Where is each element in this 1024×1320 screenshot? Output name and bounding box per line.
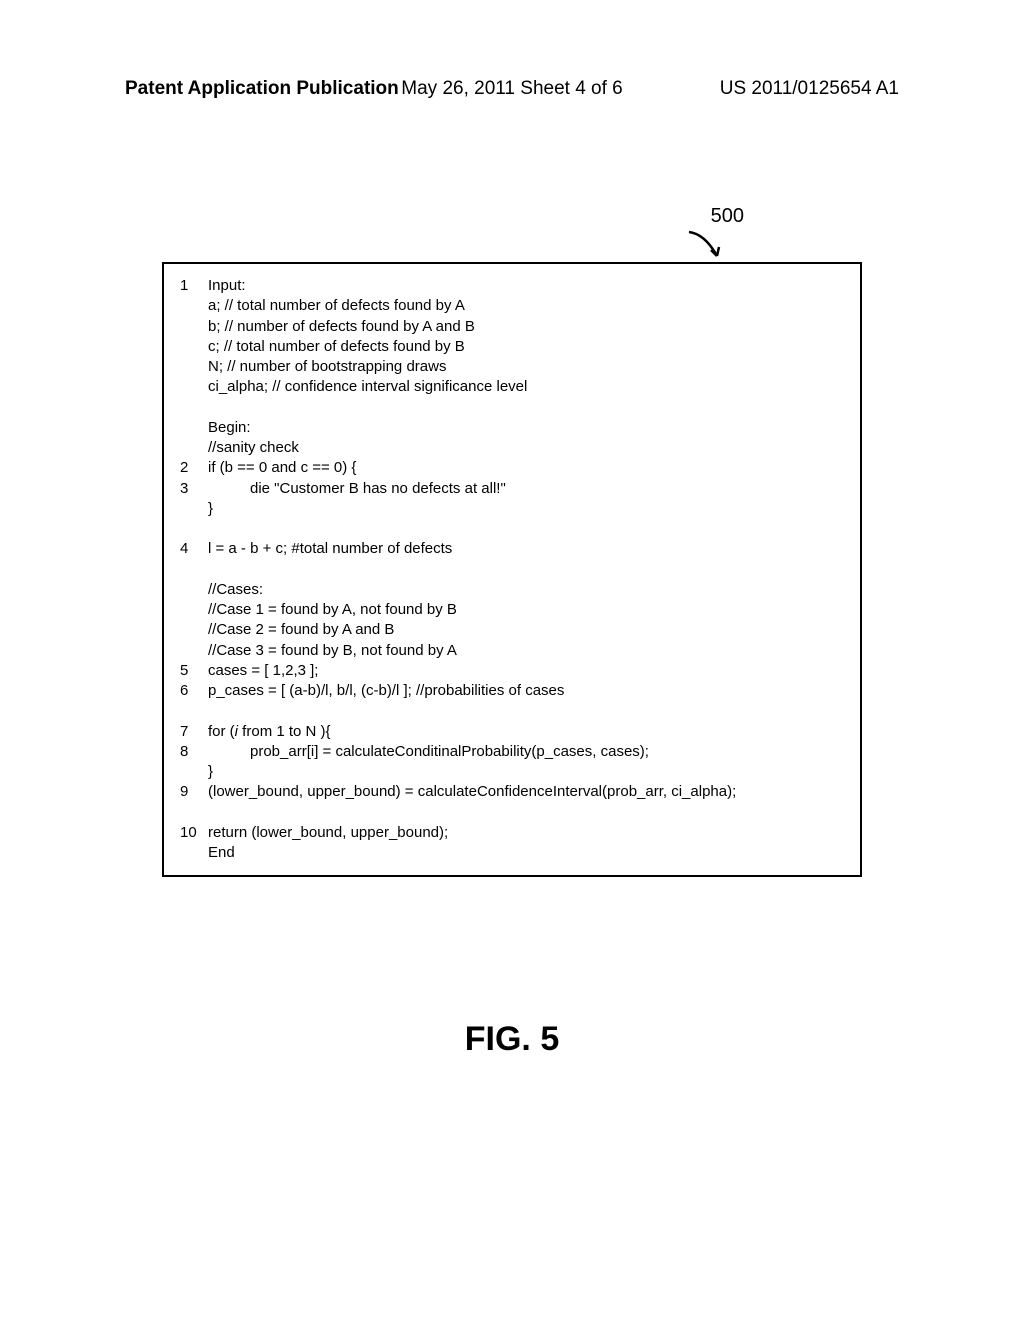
code-line: 4l = a - b + c; #total number of defects — [180, 539, 844, 559]
line-number: 5 — [180, 661, 208, 681]
code-line: //Cases: — [180, 580, 844, 600]
code-line: Begin: — [180, 418, 844, 438]
code-line — [180, 701, 844, 721]
line-number: 9 — [180, 782, 208, 802]
code-text: N; // number of bootstrapping draws — [208, 357, 844, 377]
code-text: } — [208, 499, 844, 519]
page-header: Patent Application Publication May 26, 2… — [0, 78, 1024, 100]
figure-caption: FIG. 5 — [465, 1020, 559, 1059]
line-number — [180, 296, 208, 316]
code-line: a; // total number of defects found by A — [180, 296, 844, 316]
reference-number: 500 — [711, 205, 744, 228]
code-text: cases = [ 1,2,3 ]; — [208, 661, 844, 681]
code-line: 7for (i from 1 to N ){ — [180, 722, 844, 742]
line-number: 2 — [180, 458, 208, 478]
code-text — [208, 519, 844, 539]
code-line: 2if (b == 0 and c == 0) { — [180, 458, 844, 478]
line-number — [180, 418, 208, 438]
line-number — [180, 357, 208, 377]
code-text: l = a - b + c; #total number of defects — [208, 539, 844, 559]
code-line: //sanity check — [180, 438, 844, 458]
code-line — [180, 519, 844, 539]
code-text: End — [208, 843, 844, 863]
line-number: 7 — [180, 722, 208, 742]
line-number — [180, 438, 208, 458]
code-line: 3die "Customer B has no defects at all!" — [180, 479, 844, 499]
code-line: } — [180, 499, 844, 519]
line-number — [180, 377, 208, 397]
line-number — [180, 803, 208, 823]
code-text — [208, 560, 844, 580]
line-number — [180, 620, 208, 640]
code-text: c; // total number of defects found by B — [208, 337, 844, 357]
code-line: 5cases = [ 1,2,3 ]; — [180, 661, 844, 681]
code-line — [180, 560, 844, 580]
code-text: //Case 2 = found by A and B — [208, 620, 844, 640]
code-text — [208, 701, 844, 721]
code-line: 6p_cases = [ (a-b)/l, b/l, (c-b)/l ]; //… — [180, 681, 844, 701]
code-text: } — [208, 762, 844, 782]
code-text: ci_alpha; // confidence interval signifi… — [208, 377, 844, 397]
pseudocode-listing: 1Input:a; // total number of defects fou… — [162, 262, 862, 877]
code-line: //Case 1 = found by A, not found by B — [180, 600, 844, 620]
line-number — [180, 499, 208, 519]
code-text: for (i from 1 to N ){ — [208, 722, 844, 742]
code-text: if (b == 0 and c == 0) { — [208, 458, 844, 478]
line-number: 10 — [180, 823, 208, 843]
code-text: //sanity check — [208, 438, 844, 458]
code-text — [208, 398, 844, 418]
code-text: p_cases = [ (a-b)/l, b/l, (c-b)/l ]; //p… — [208, 681, 844, 701]
line-number — [180, 580, 208, 600]
code-line — [180, 398, 844, 418]
line-number: 3 — [180, 479, 208, 499]
code-line: b; // number of defects found by A and B — [180, 317, 844, 337]
code-text: //Case 3 = found by B, not found by A — [208, 641, 844, 661]
reference-arrow-icon — [679, 228, 729, 264]
code-line: 9(lower_bound, upper_bound) = calculateC… — [180, 782, 844, 802]
code-line: 1Input: — [180, 276, 844, 296]
code-line: } — [180, 762, 844, 782]
line-number: 6 — [180, 681, 208, 701]
code-line: 10return (lower_bound, upper_bound); — [180, 823, 844, 843]
line-number: 1 — [180, 276, 208, 296]
code-text: Begin: — [208, 418, 844, 438]
line-number — [180, 641, 208, 661]
line-number — [180, 317, 208, 337]
line-number — [180, 519, 208, 539]
line-number — [180, 701, 208, 721]
line-number — [180, 398, 208, 418]
header-center: May 26, 2011 Sheet 4 of 6 — [401, 78, 622, 100]
header-right: US 2011/0125654 A1 — [720, 78, 899, 100]
code-line: ci_alpha; // confidence interval signifi… — [180, 377, 844, 397]
code-line — [180, 803, 844, 823]
code-line: End — [180, 843, 844, 863]
code-line: 8prob_arr[i] = calculateConditinalProbab… — [180, 742, 844, 762]
code-text: //Case 1 = found by A, not found by B — [208, 600, 844, 620]
line-number — [180, 762, 208, 782]
code-text — [208, 803, 844, 823]
code-line: c; // total number of defects found by B — [180, 337, 844, 357]
code-text: (lower_bound, upper_bound) = calculateCo… — [208, 782, 844, 802]
code-text: die "Customer B has no defects at all!" — [208, 479, 844, 499]
code-line: //Case 2 = found by A and B — [180, 620, 844, 640]
line-number — [180, 843, 208, 863]
line-number — [180, 560, 208, 580]
code-text: Input: — [208, 276, 844, 296]
line-number: 4 — [180, 539, 208, 559]
line-number — [180, 337, 208, 357]
code-line: //Case 3 = found by B, not found by A — [180, 641, 844, 661]
code-text: return (lower_bound, upper_bound); — [208, 823, 844, 843]
line-number: 8 — [180, 742, 208, 762]
header-left: Patent Application Publication — [125, 78, 399, 100]
code-text: a; // total number of defects found by A — [208, 296, 844, 316]
code-text: prob_arr[i] = calculateConditinalProbabi… — [208, 742, 844, 762]
code-text: //Cases: — [208, 580, 844, 600]
code-text: b; // number of defects found by A and B — [208, 317, 844, 337]
line-number — [180, 600, 208, 620]
code-line: N; // number of bootstrapping draws — [180, 357, 844, 377]
